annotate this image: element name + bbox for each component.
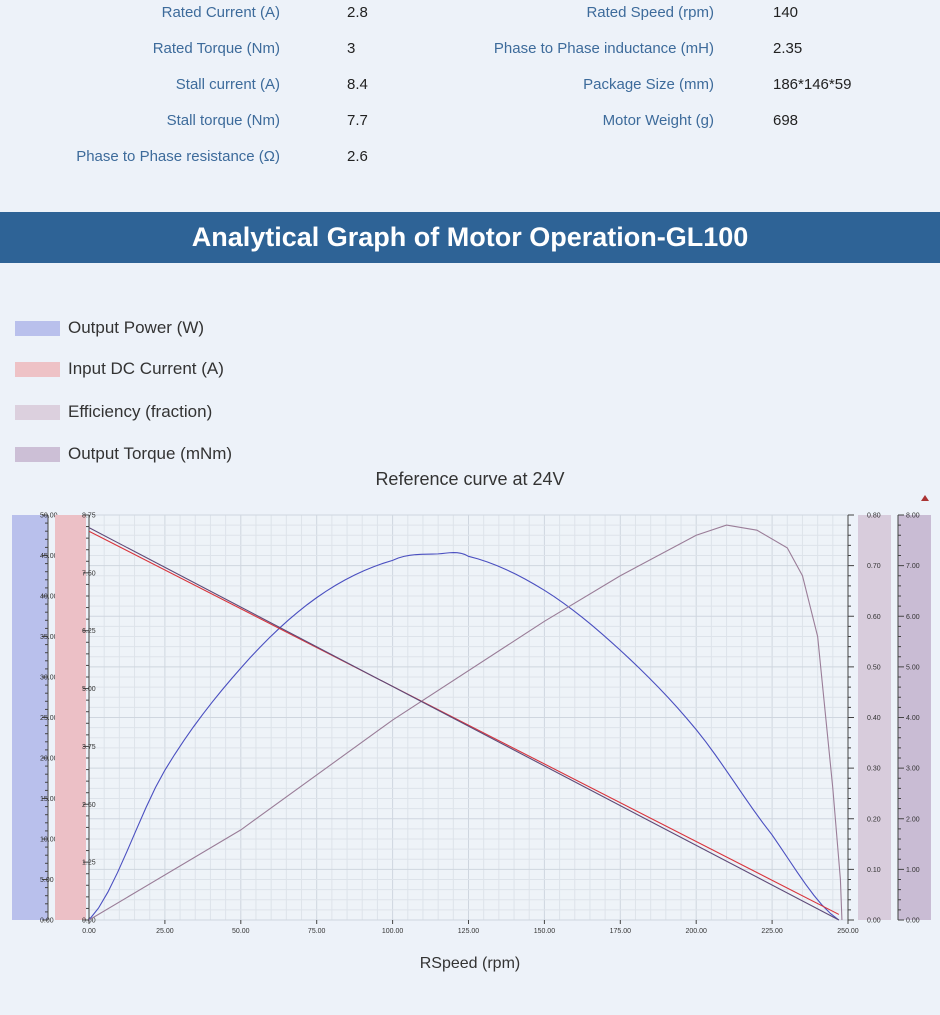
torque-tick-label: 4.00 <box>906 715 920 722</box>
legend-swatch <box>15 446 60 462</box>
legend-swatch <box>15 320 60 336</box>
current-tick-label: 7.50 <box>82 570 96 577</box>
current-tick-label: 1.25 <box>82 860 96 867</box>
spec-label: Phase to Phase inductance (mH) <box>493 40 714 57</box>
efficiency-tick-label: 0.40 <box>867 715 881 722</box>
torque-tick-label: 6.00 <box>906 614 920 621</box>
power-tick-label: 0.00 <box>40 918 54 925</box>
torque-tick-label: 3.00 <box>906 766 920 773</box>
x-tick-label: 75.00 <box>308 928 326 935</box>
power-tick-label: 30.00 <box>40 675 58 682</box>
power-tick-label: 10.00 <box>40 837 58 844</box>
x-tick-label: 25.00 <box>156 928 174 935</box>
current-tick-label: 2.50 <box>82 802 96 809</box>
torque-tick-label: 8.00 <box>906 513 920 520</box>
current-tick-label: 5.00 <box>82 686 96 693</box>
series-line-torque <box>88 527 840 921</box>
spec-value: 7.7 <box>347 112 368 129</box>
legend-label: Output Power (W) <box>68 318 205 337</box>
x-tick-label: 0.00 <box>82 928 96 935</box>
efficiency-tick-label: 0.30 <box>867 766 881 773</box>
legend-label: Input DC Current (A) <box>68 359 224 378</box>
efficiency-tick-label: 0.70 <box>867 563 881 570</box>
efficiency-tick-label: 0.20 <box>867 816 881 823</box>
spec-label: Rated Current (A) <box>161 4 280 21</box>
x-tick-label: 125.00 <box>458 928 480 935</box>
current-axis-band <box>55 515 86 920</box>
x-tick-label: 100.00 <box>382 928 404 935</box>
power-tick-label: 40.00 <box>40 594 58 601</box>
spec-value: 186*146*59 <box>773 76 852 93</box>
x-axis-label: RSpeed (rpm) <box>419 955 521 972</box>
section-banner: Analytical Graph of Motor Operation-GL10… <box>0 212 940 263</box>
power-tick-label: 25.00 <box>40 715 58 722</box>
efficiency-tick-label: 0.50 <box>867 664 881 671</box>
power-tick-label: 15.00 <box>40 796 58 803</box>
legend-label: Output Torque (mNm) <box>68 444 233 463</box>
spec-value: 8.4 <box>347 76 368 93</box>
spec-value: 140 <box>773 4 799 21</box>
x-tick-label: 150.00 <box>534 928 556 935</box>
legend-item: Output Power (W) <box>15 318 204 338</box>
legend-item: Output Torque (mNm) <box>15 444 232 464</box>
x-tick-label: 250.00 <box>837 928 859 935</box>
torque-tick-label: 2.00 <box>906 816 920 823</box>
power-tick-label: 45.00 <box>40 553 58 560</box>
power-tick-label: 5.00 <box>40 877 54 884</box>
spec-value: 3 <box>347 40 356 57</box>
spec-value: 2.8 <box>347 4 368 21</box>
torque-tick-label: 1.00 <box>906 867 920 874</box>
spec-label: Phase to Phase resistance (Ω) <box>76 148 280 165</box>
current-tick-label: 3.75 <box>82 744 96 751</box>
spec-value: 698 <box>773 112 799 129</box>
scroll-up-icon[interactable] <box>921 495 929 501</box>
x-tick-label: 200.00 <box>685 928 707 935</box>
x-tick-label: 50.00 <box>232 928 250 935</box>
legend-label: Efficiency (fraction) <box>68 402 213 421</box>
spec-label: Stall torque (Nm) <box>166 112 280 129</box>
legend-swatch <box>15 404 60 420</box>
efficiency-axis-band <box>858 515 891 920</box>
spec-value: 2.35 <box>773 40 803 57</box>
legend-item: Input DC Current (A) <box>15 359 224 379</box>
efficiency-tick-label: 0.00 <box>867 918 881 925</box>
torque-tick-label: 5.00 <box>906 664 920 671</box>
x-tick-label: 175.00 <box>610 928 632 935</box>
series-line-efficiency <box>88 524 843 921</box>
chart-title: Reference curve at 24V <box>375 469 565 489</box>
spec-label: Rated Torque (Nm) <box>152 40 280 57</box>
legend-item: Efficiency (fraction) <box>15 402 212 422</box>
spec-label: Motor Weight (g) <box>602 112 714 129</box>
spec-label: Package Size (mm) <box>583 76 714 93</box>
series-line-power <box>88 552 840 921</box>
efficiency-tick-label: 0.60 <box>867 614 881 621</box>
current-tick-label: 6.25 <box>82 628 96 635</box>
x-tick-label: 225.00 <box>761 928 783 935</box>
power-tick-label: 20.00 <box>40 756 58 763</box>
torque-tick-label: 0.00 <box>906 918 920 925</box>
spec-label: Stall current (A) <box>175 76 280 93</box>
power-tick-label: 50.00 <box>40 513 58 520</box>
efficiency-tick-label: 0.10 <box>867 867 881 874</box>
spec-value: 2.6 <box>347 148 368 165</box>
spec-label: Rated Speed (rpm) <box>586 4 714 21</box>
efficiency-tick-label: 0.80 <box>867 513 881 520</box>
current-tick-label: 8.75 <box>82 513 96 520</box>
series-line-current <box>88 530 840 915</box>
torque-tick-label: 7.00 <box>906 563 920 570</box>
legend-swatch <box>15 361 60 377</box>
power-tick-label: 35.00 <box>40 634 58 641</box>
